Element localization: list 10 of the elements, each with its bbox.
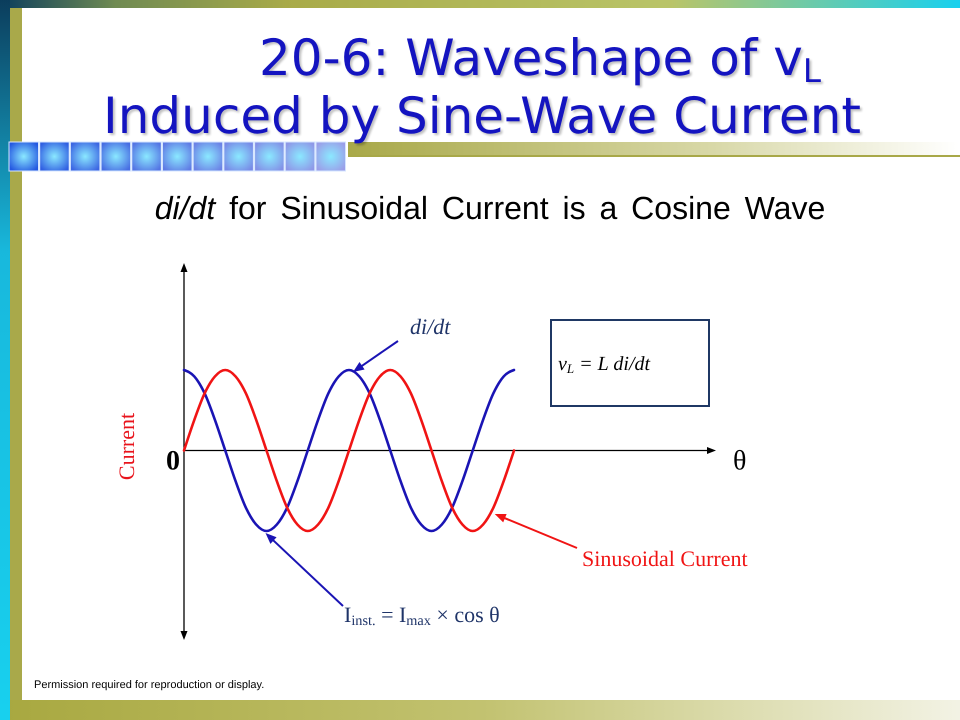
chart-subtitle: di/dt for Sinusoidal Current is a Cosine Wave	[154, 190, 826, 226]
text: di/dt	[410, 314, 452, 339]
y-axis-title: Current	[114, 412, 139, 480]
text: v$_{L}$ = L di/dt	[558, 353, 650, 376]
text: θ	[733, 446, 746, 476]
text: Sinusoidal Current	[582, 546, 748, 571]
annotation: 0	[166, 446, 180, 476]
text: Permission required for reproduction or display.	[34, 679, 264, 691]
text: I$_{inst.}$ = I$_{max}$ × cos θ	[344, 602, 500, 630]
chart-title: 20-6: Waveshape of v$_{L}$ Induced by Sine-Wave Current	[103, 29, 861, 145]
